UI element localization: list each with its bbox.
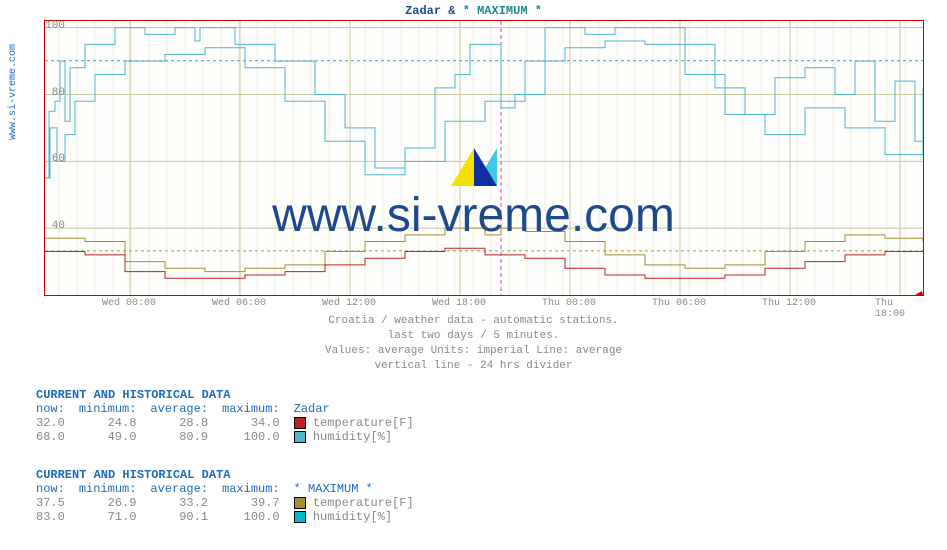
cell: 24.8 (79, 416, 151, 430)
col-avg: average: (150, 402, 222, 416)
cell: 32.0 (36, 416, 79, 430)
x-tick-label: Thu 06:00 (652, 298, 706, 309)
col-min: minimum: (79, 402, 151, 416)
col-max: maximum: (222, 402, 294, 416)
cell: 34.0 (222, 416, 294, 430)
legend-label: humidity[%] (313, 430, 392, 444)
col-station: * MAXIMUM * (294, 482, 428, 496)
cell: 100.0 (222, 430, 294, 444)
data-block-2-title: CURRENT AND HISTORICAL DATA (36, 468, 428, 482)
title-station-a: Zadar (405, 4, 441, 18)
cell: 80.9 (150, 430, 222, 444)
watermark-icon (451, 148, 497, 186)
y-tick-label: 60 (41, 153, 65, 165)
y-tick-label: 80 (41, 87, 65, 99)
col-avg: average: (150, 482, 222, 496)
cell: 100.0 (222, 510, 294, 524)
cell: 49.0 (79, 430, 151, 444)
cell: 90.1 (150, 510, 222, 524)
cell: 37.5 (36, 496, 79, 510)
subtitle-line-4: vertical line - 24 hrs divider (374, 360, 572, 372)
legend-swatch-icon (294, 511, 306, 523)
x-tick-label: Thu 00:00 (542, 298, 596, 309)
table-row: 37.5 26.9 33.2 39.7 temperature[F] (36, 496, 428, 510)
legend-label: humidity[%] (313, 510, 392, 524)
legend-swatch-icon (294, 417, 306, 429)
title-sep: & (441, 4, 463, 18)
col-min: minimum: (79, 482, 151, 496)
x-tick-label: Thu 12:00 (762, 298, 816, 309)
chart-subtitle: Croatia / weather data - automatic stati… (0, 314, 947, 373)
subtitle-line-3: Values: average Units: imperial Line: av… (325, 345, 622, 357)
col-max: maximum: (222, 482, 294, 496)
table-row: 83.0 71.0 90.1 100.0 humidity[%] (36, 510, 428, 524)
data-table-1: now: minimum: average: maximum: Zadar 32… (36, 402, 428, 444)
data-block-1: CURRENT AND HISTORICAL DATA now: minimum… (36, 388, 428, 444)
cell: 71.0 (79, 510, 151, 524)
data-block-1-title: CURRENT AND HISTORICAL DATA (36, 388, 428, 402)
x-tick-label: Wed 00:00 (102, 298, 156, 309)
subtitle-line-1: Croatia / weather data - automatic stati… (328, 315, 618, 327)
y-axis-label: www.si-vreme.com (8, 44, 19, 140)
table-header-row: now: minimum: average: maximum: Zadar (36, 402, 428, 416)
col-now: now: (36, 482, 79, 496)
cell: 68.0 (36, 430, 79, 444)
x-tick-label: Wed 06:00 (212, 298, 266, 309)
x-tick-label: Wed 18:00 (432, 298, 486, 309)
legend-label: temperature[F] (313, 416, 414, 430)
cell: 26.9 (79, 496, 151, 510)
cell: 39.7 (222, 496, 294, 510)
y-tick-label: 100 (41, 20, 65, 32)
cell: 33.2 (150, 496, 222, 510)
col-station: Zadar (294, 402, 428, 416)
legend-swatch-icon (294, 497, 306, 509)
subtitle-line-2: last two days / 5 minutes. (388, 330, 560, 342)
table-header-row: now: minimum: average: maximum: * MAXIMU… (36, 482, 428, 496)
table-row: 68.0 49.0 80.9 100.0 humidity[%] (36, 430, 428, 444)
cell: 28.8 (150, 416, 222, 430)
data-table-2: now: minimum: average: maximum: * MAXIMU… (36, 482, 428, 524)
legend-swatch-icon (294, 431, 306, 443)
data-block-2: CURRENT AND HISTORICAL DATA now: minimum… (36, 468, 428, 524)
table-row: 32.0 24.8 28.8 34.0 temperature[F] (36, 416, 428, 430)
x-tick-label: Wed 12:00 (322, 298, 376, 309)
legend-label: temperature[F] (313, 496, 414, 510)
col-now: now: (36, 402, 79, 416)
chart-title: Zadar & * MAXIMUM * (0, 4, 947, 18)
y-tick-label: 40 (41, 220, 65, 232)
title-station-b: * MAXIMUM * (463, 4, 542, 18)
cell: 83.0 (36, 510, 79, 524)
